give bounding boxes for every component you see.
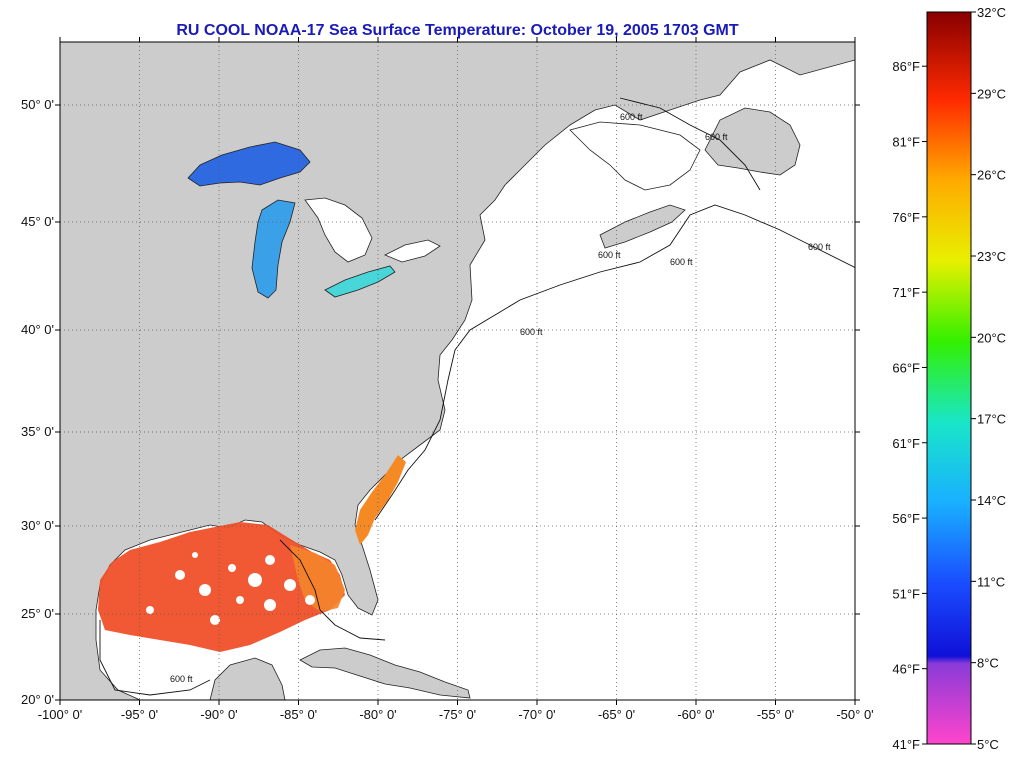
gulf-sst-east — [290, 545, 345, 612]
colorbar-celsius-labels: 32°C 29°C 26°C 23°C 20°C 17°C 14°C 11°C 8°C 5°C — [971, 5, 1006, 752]
x-axis-labels: -100° 0' -95° 0' -90° 0' -85° 0' -80° 0' -75°… — [38, 37, 874, 722]
y-tick-label: 45° 0' — [21, 214, 54, 229]
colorbar — [926, 11, 972, 745]
nova-scotia-land — [599, 204, 686, 249]
y-tick-label: 20° 0' — [21, 692, 54, 707]
x-tick-label: -95° 0' — [121, 707, 158, 722]
lake-erie — [324, 265, 396, 298]
colorbar-celsius-label: 23°C — [977, 249, 1006, 264]
x-tick-label: -55° 0' — [757, 707, 794, 722]
colorbar-celsius-label: 8°C — [977, 656, 999, 671]
x-tick-label: -75° 0' — [439, 707, 476, 722]
colorbar-fahrenheit-label: 81°F — [892, 135, 920, 150]
lake-huron — [304, 197, 373, 263]
lake-michigan — [251, 199, 296, 299]
isobath-label: 600 ft — [670, 257, 693, 267]
colorbar-celsius-label: 32°C — [977, 5, 1006, 20]
isobath-label: 600 ft — [520, 327, 543, 337]
colorbar-celsius-label: 26°C — [977, 168, 1006, 183]
map-content: 600 ft 600 ft 600 ft 600 ft 600 ft 600 f… — [60, 42, 855, 700]
colorbar-fahrenheit-label: 41°F — [892, 737, 920, 752]
isobath-label: 600 ft — [620, 112, 643, 122]
isobath-label: 600 ft — [705, 132, 728, 142]
grid — [60, 42, 855, 700]
colorbar-fahrenheit-label: 86°F — [892, 59, 920, 74]
cuba-land — [299, 647, 471, 699]
x-tick-label: -100° 0' — [38, 707, 83, 722]
atlantic-coast-sst — [355, 455, 406, 545]
colorbar-celsius-label: 20°C — [977, 330, 1006, 345]
x-tick-label: -50° 0' — [836, 707, 873, 722]
colorbar-celsius-label: 29°C — [977, 86, 1006, 101]
colorbar-fahrenheit-label: 66°F — [892, 360, 920, 375]
x-tick-label: -60° 0' — [677, 707, 714, 722]
colorbar-fahrenheit-label: 61°F — [892, 436, 920, 451]
lake-ontario — [384, 239, 441, 263]
isobath-labels: 600 ft 600 ft 600 ft 600 ft 600 ft 600 f… — [170, 112, 831, 684]
y-tick-label: 30° 0' — [21, 518, 54, 533]
newfoundland-land — [704, 107, 801, 176]
colorbar-fahrenheit-label: 56°F — [892, 511, 920, 526]
colorbar-celsius-label: 17°C — [977, 412, 1006, 427]
cloud-gaps — [146, 552, 315, 625]
isobath-600ft — [99, 97, 855, 696]
isobath-label: 600 ft — [598, 250, 621, 260]
x-tick-label: -65° 0' — [598, 707, 635, 722]
y-axis-labels: 50° 0' 45° 0' 40° 0' 35° 0' 30° 0' 25° 0' 20° … — [21, 97, 860, 707]
isobath-label: 600 ft — [170, 674, 193, 684]
y-tick-label: 25° 0' — [21, 606, 54, 621]
colorbar-fahrenheit-label: 46°F — [892, 662, 920, 677]
colorbar-fahrenheit-label: 51°F — [892, 586, 920, 601]
y-tick-label: 40° 0' — [21, 322, 54, 337]
colorbar-fahrenheit-labels: 86°F 81°F 76°F 71°F 66°F 61°F 56°F 51°F 46°F 41°F — [892, 59, 927, 752]
map-title: RU COOL NOAA-17 Sea Surface Temperature:… — [176, 22, 739, 39]
colorbar-fahrenheit-label: 71°F — [892, 285, 920, 300]
x-tick-label: -80° 0' — [359, 707, 396, 722]
y-tick-label: 50° 0' — [21, 97, 54, 112]
isobath-label: 600 ft — [808, 242, 831, 252]
colorbar-fahrenheit-label: 76°F — [892, 210, 920, 225]
colorbar-celsius-label: 5°C — [977, 737, 999, 752]
gulf-sst — [98, 522, 345, 652]
x-tick-label: -85° 0' — [280, 707, 317, 722]
gulf-st-lawrence — [569, 121, 701, 191]
colorbar-celsius-label: 14°C — [977, 493, 1006, 508]
north-america-land — [60, 42, 855, 700]
lake-superior — [187, 141, 311, 187]
colorbar-celsius-label: 11°C — [977, 574, 1005, 589]
yucatan-land — [209, 657, 286, 700]
y-tick-label: 35° 0' — [21, 424, 54, 439]
x-tick-label: -70° 0' — [518, 707, 555, 722]
x-tick-label: -90° 0' — [200, 707, 237, 722]
